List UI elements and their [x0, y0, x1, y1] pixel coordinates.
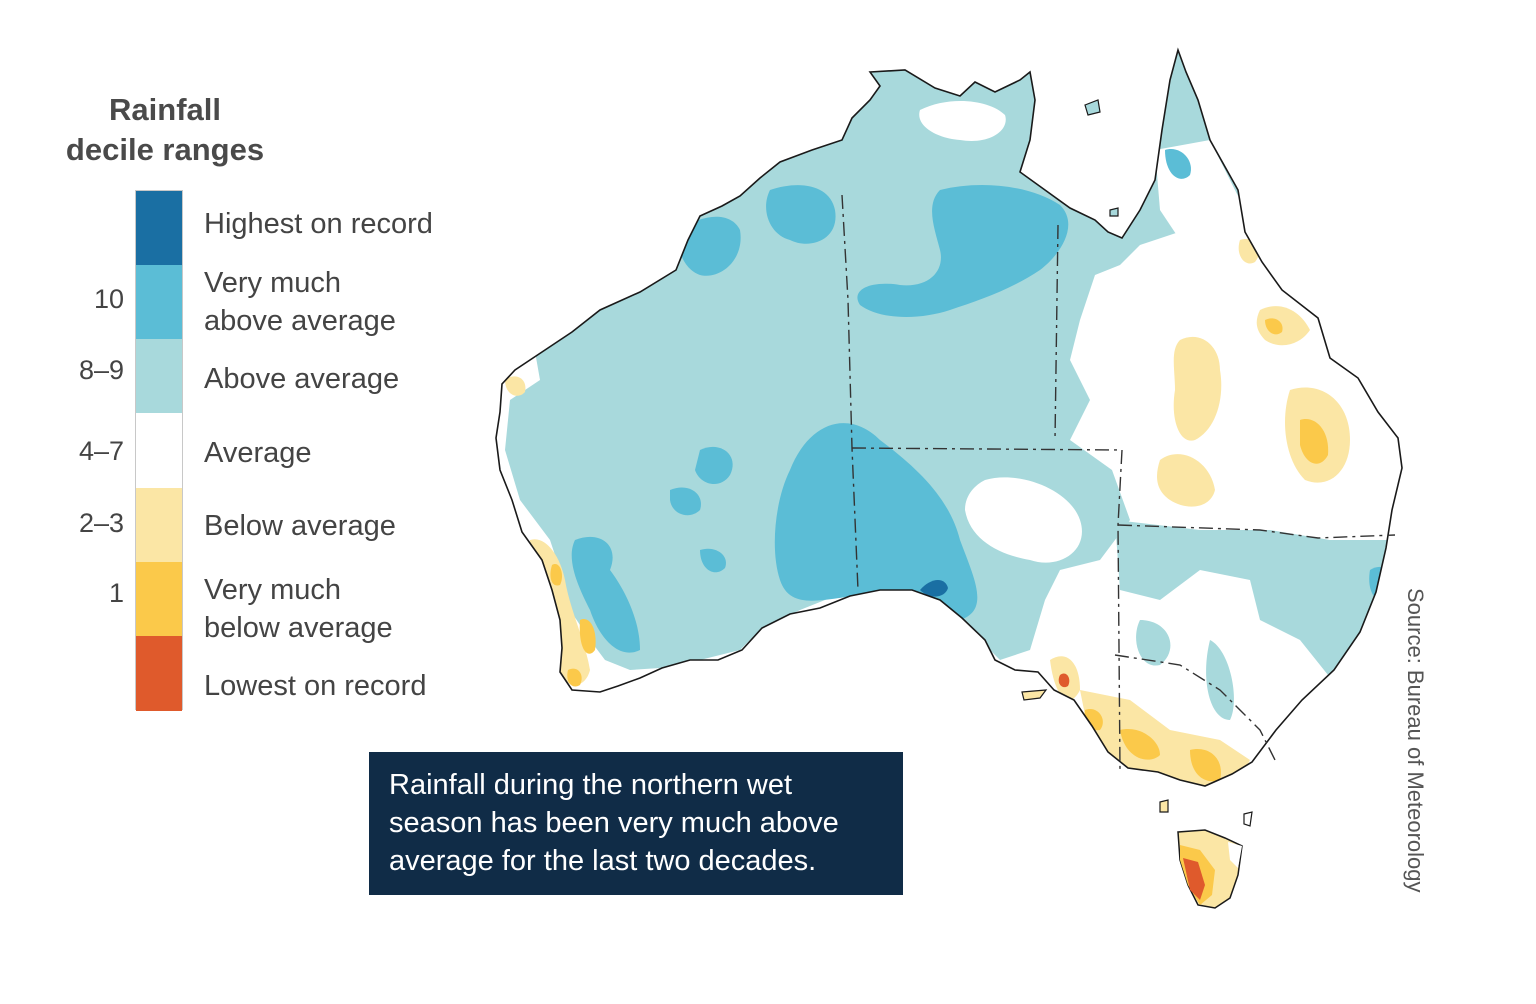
swatch-very-much-below-average: [136, 562, 182, 636]
swatch-below-average: [136, 488, 182, 562]
callout-box: Rainfall during the northern wet season …: [369, 752, 903, 895]
category-label-very-much-above: Very much above average: [204, 267, 396, 337]
category-label-lowest: Lowest on record: [204, 670, 427, 702]
category-label-below: Below average: [204, 510, 396, 542]
legend-title-line2: decile ranges: [65, 132, 265, 167]
legend-title: Rainfall decile ranges: [40, 90, 290, 170]
swatch-highest-on-record: [136, 191, 182, 265]
category-label-above: Above average: [204, 363, 400, 395]
state-borders: [841, 194, 1396, 771]
swatch-average: [136, 413, 182, 488]
decile-label-4-7: 4–7: [78, 436, 124, 466]
decile-label-10: 10: [93, 284, 124, 314]
legend-color-bar: [135, 190, 183, 711]
source-credit: Source: Bureau of Meteorology: [1403, 588, 1428, 893]
decile-label-2-3: 2–3: [78, 508, 124, 538]
callout-line2: season has been very much above: [389, 807, 839, 839]
category-label-average: Average: [204, 437, 312, 469]
rainfall-map: [480, 40, 1420, 940]
callout-line1: Rainfall during the northern wet: [389, 769, 793, 801]
callout-line3: average for the last two decades.: [389, 845, 817, 877]
category-label-very-much-below: Very much below average: [204, 574, 393, 644]
decile-label-1: 1: [108, 578, 124, 608]
legend-title-line1: Rainfall: [109, 92, 221, 127]
swatch-very-much-above-average: [136, 265, 182, 339]
swatch-lowest-on-record: [136, 636, 182, 711]
decile-label-8-9: 8–9: [78, 355, 124, 385]
islands: [1021, 99, 1253, 827]
tasmania: [1177, 829, 1243, 909]
category-label-highest: Highest on record: [204, 208, 433, 240]
swatch-above-average: [136, 339, 182, 413]
